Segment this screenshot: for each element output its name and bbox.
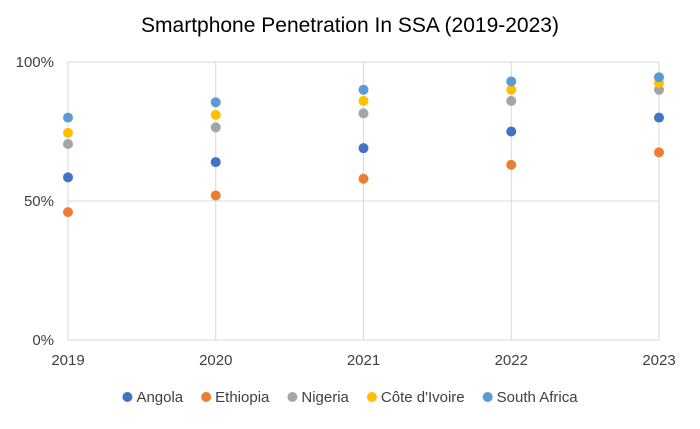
data-point — [506, 95, 517, 106]
x-axis-tick-labels: 2019 2020 2021 2022 2023 — [51, 352, 675, 369]
data-point — [63, 139, 73, 150]
legend-label: Côte d'Ivoire — [381, 389, 465, 406]
y-tick-label: 100% — [16, 54, 54, 71]
x-tick-label: 2019 — [51, 352, 84, 369]
legend-marker — [287, 392, 298, 402]
legend-label: Ethiopia — [215, 389, 270, 406]
x-tick-label: 2022 — [495, 352, 528, 369]
data-point — [63, 172, 73, 183]
data-point — [63, 127, 73, 138]
data-point — [654, 84, 664, 95]
legend-marker — [201, 392, 212, 402]
series-south-africa — [63, 72, 664, 123]
x-tick-label: 2021 — [347, 352, 380, 369]
legend-item: Nigeria — [287, 389, 350, 406]
chart-title: Smartphone Penetration In SSA (2019-2023… — [141, 14, 559, 37]
data-point — [358, 84, 369, 95]
x-tick-label: 2023 — [642, 352, 675, 369]
legend-item: Ethiopia — [201, 389, 270, 406]
legend-label: Angola — [136, 389, 183, 406]
legend-label: South Africa — [497, 389, 579, 406]
gridlines — [67, 61, 660, 341]
series-angola — [63, 112, 664, 183]
series-c-te-d-ivoire — [63, 77, 664, 138]
data-point — [210, 122, 221, 133]
data-point — [506, 84, 517, 95]
series-nigeria — [63, 84, 664, 150]
data-point — [506, 159, 517, 170]
y-tick-label: 50% — [24, 193, 54, 210]
y-tick-label: 0% — [32, 332, 54, 349]
legend-marker — [366, 392, 377, 402]
y-axis-tick-labels: 0% 50% 100% — [16, 54, 54, 349]
data-point — [210, 109, 221, 120]
data-point — [210, 190, 221, 201]
legend: Angola Ethiopia Nigeria Côte d'Ivoire South … — [122, 389, 578, 406]
x-tick-label: 2020 — [199, 352, 232, 369]
data-points — [63, 72, 664, 218]
legend-marker — [482, 392, 493, 402]
legend-item: South Africa — [482, 389, 579, 406]
legend-marker — [122, 392, 133, 402]
legend-item: Angola — [122, 389, 184, 406]
legend-item: Côte d'Ivoire — [366, 389, 465, 406]
data-point — [654, 72, 664, 83]
data-point — [506, 76, 517, 87]
data-point — [506, 126, 517, 137]
data-point — [210, 157, 221, 168]
data-point — [654, 147, 664, 158]
data-point — [358, 173, 369, 184]
data-point — [358, 95, 369, 106]
data-point — [210, 97, 221, 108]
data-point — [358, 108, 369, 119]
data-point — [63, 112, 73, 123]
series-ethiopia — [63, 147, 664, 218]
legend-label: Nigeria — [301, 389, 349, 406]
data-point — [63, 207, 73, 218]
data-point — [358, 143, 369, 154]
data-point — [654, 112, 664, 123]
